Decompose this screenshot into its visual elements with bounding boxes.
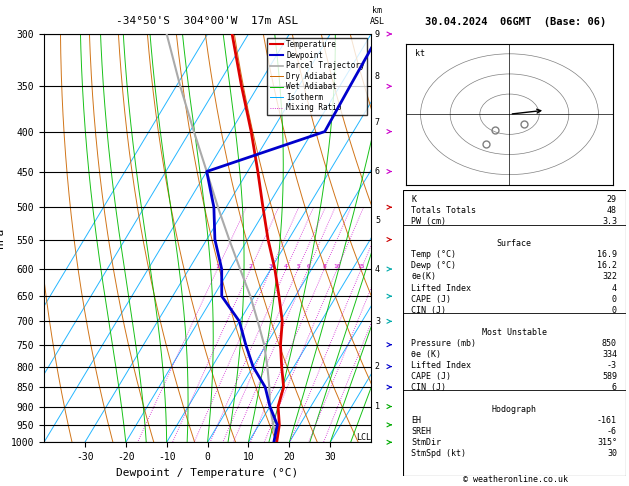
Text: km
ASL: km ASL xyxy=(370,6,385,26)
Text: Most Unstable: Most Unstable xyxy=(482,328,547,337)
Text: 5: 5 xyxy=(296,264,300,269)
Text: 7: 7 xyxy=(375,119,380,127)
Text: Hodograph: Hodograph xyxy=(492,405,537,414)
Text: 9: 9 xyxy=(375,30,380,38)
Text: Pressure (mb): Pressure (mb) xyxy=(411,339,477,347)
Text: -6: -6 xyxy=(607,427,617,436)
Text: K: K xyxy=(411,195,416,204)
Text: 8: 8 xyxy=(375,72,380,81)
Text: 5: 5 xyxy=(375,216,380,225)
Text: StmDir: StmDir xyxy=(411,438,442,447)
Text: StmSpd (kt): StmSpd (kt) xyxy=(411,449,467,458)
Text: θe(K): θe(K) xyxy=(411,273,437,281)
Text: 3.3: 3.3 xyxy=(602,217,617,226)
Text: 4: 4 xyxy=(612,283,617,293)
Text: 334: 334 xyxy=(602,349,617,359)
Text: Dewp (°C): Dewp (°C) xyxy=(411,261,457,270)
Text: Surface: Surface xyxy=(497,240,532,248)
Text: CAPE (J): CAPE (J) xyxy=(411,372,452,381)
Text: 16.9: 16.9 xyxy=(597,250,617,260)
Text: kt: kt xyxy=(415,49,425,58)
Text: 0: 0 xyxy=(612,295,617,304)
Text: 850: 850 xyxy=(602,339,617,347)
Text: 589: 589 xyxy=(602,372,617,381)
Text: 3: 3 xyxy=(269,264,273,269)
Text: EH: EH xyxy=(411,416,421,425)
Text: CIN (J): CIN (J) xyxy=(411,383,447,392)
Text: 1: 1 xyxy=(375,402,380,411)
Text: PW (cm): PW (cm) xyxy=(411,217,447,226)
Text: 16.2: 16.2 xyxy=(597,261,617,270)
Text: 315°: 315° xyxy=(597,438,617,447)
Text: Lifted Index: Lifted Index xyxy=(411,361,472,370)
Text: 15: 15 xyxy=(357,264,365,269)
Text: Temp (°C): Temp (°C) xyxy=(411,250,457,260)
Text: 4: 4 xyxy=(284,264,288,269)
Text: 8: 8 xyxy=(322,264,326,269)
Text: -34°50'S  304°00'W  17m ASL: -34°50'S 304°00'W 17m ASL xyxy=(116,16,299,26)
Text: 30.04.2024  06GMT  (Base: 06): 30.04.2024 06GMT (Base: 06) xyxy=(425,17,606,27)
Text: 30: 30 xyxy=(607,449,617,458)
Text: 6: 6 xyxy=(306,264,310,269)
Text: 4: 4 xyxy=(375,264,380,274)
Text: CIN (J): CIN (J) xyxy=(411,306,447,314)
Text: 48: 48 xyxy=(607,206,617,215)
Text: © weatheronline.co.uk: © weatheronline.co.uk xyxy=(464,474,568,484)
Legend: Temperature, Dewpoint, Parcel Trajectory, Dry Adiabat, Wet Adiabat, Isotherm, Mi: Temperature, Dewpoint, Parcel Trajectory… xyxy=(267,38,367,115)
Text: 2: 2 xyxy=(375,362,380,371)
Text: θe (K): θe (K) xyxy=(411,349,442,359)
FancyBboxPatch shape xyxy=(403,190,626,476)
Text: LCL: LCL xyxy=(356,433,371,442)
Text: 2: 2 xyxy=(248,264,252,269)
Text: 29: 29 xyxy=(607,195,617,204)
Text: 0: 0 xyxy=(612,306,617,314)
Text: 10: 10 xyxy=(333,264,341,269)
Text: CAPE (J): CAPE (J) xyxy=(411,295,452,304)
Text: 6: 6 xyxy=(612,383,617,392)
Text: Totals Totals: Totals Totals xyxy=(411,206,477,215)
Text: -161: -161 xyxy=(597,416,617,425)
Text: 1: 1 xyxy=(216,264,220,269)
Text: 322: 322 xyxy=(602,273,617,281)
Text: Lifted Index: Lifted Index xyxy=(411,283,472,293)
Text: -3: -3 xyxy=(607,361,617,370)
Text: 6: 6 xyxy=(375,167,380,176)
Text: SREH: SREH xyxy=(411,427,431,436)
X-axis label: Dewpoint / Temperature (°C): Dewpoint / Temperature (°C) xyxy=(116,468,299,478)
Text: 3: 3 xyxy=(375,317,380,326)
Y-axis label: hPa: hPa xyxy=(0,228,5,248)
